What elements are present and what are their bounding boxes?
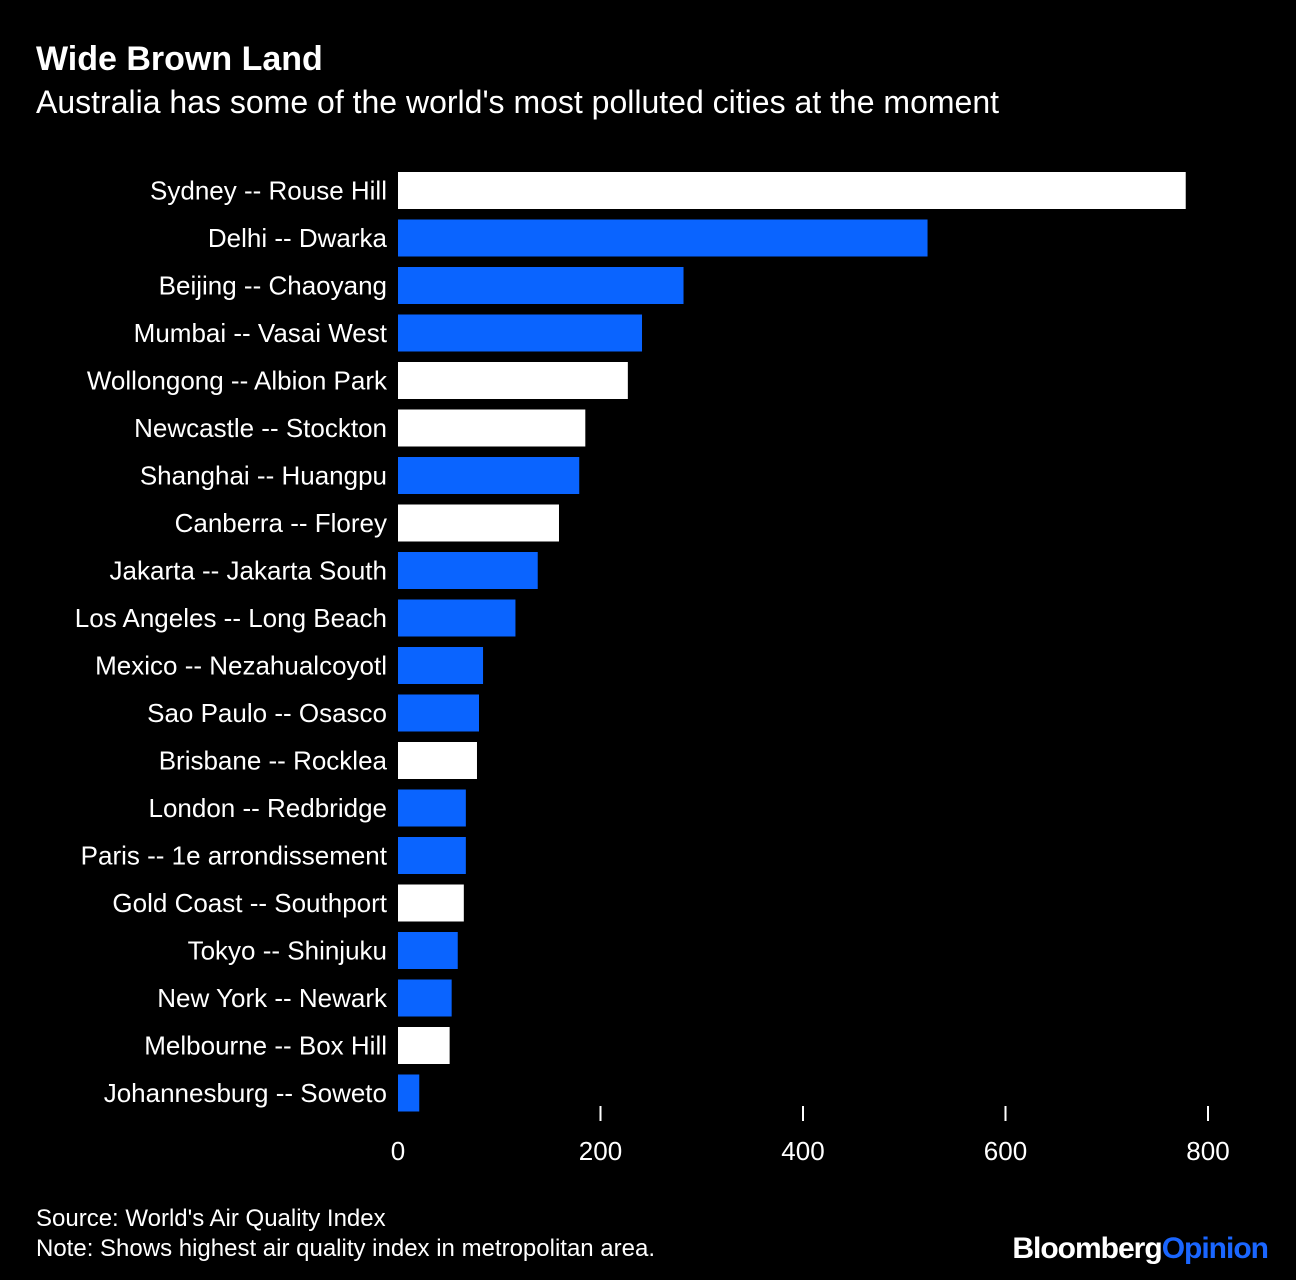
category-label-mexico-nezahualcoyotl: Mexico -- Nezahualcoyotl xyxy=(95,651,387,681)
category-label-delhi-dwarka: Delhi -- Dwarka xyxy=(208,223,388,253)
bar-sao-paulo-osasco xyxy=(398,694,479,732)
bar-delhi-dwarka xyxy=(398,219,928,257)
brand-part-opinion: Opinion xyxy=(1161,1232,1269,1265)
bar-sydney-rouse-hill xyxy=(398,172,1186,209)
category-label-london-redbridge: London -- Redbridge xyxy=(149,793,388,823)
bar-jakarta-jakarta-south xyxy=(398,552,538,589)
category-label-new-york-newark: New York -- Newark xyxy=(157,983,388,1013)
category-label-canberra-florey: Canberra -- Florey xyxy=(175,508,387,538)
chart-subtitle: Australia has some of the world's most p… xyxy=(36,84,999,120)
x-tick-label-0: 0 xyxy=(391,1136,405,1166)
source-note: Source: World's Air Quality Index xyxy=(36,1205,386,1232)
category-label-sydney-rouse-hill: Sydney -- Rouse Hill xyxy=(150,176,387,206)
category-label-wollongong-albion-park: Wollongong -- Albion Park xyxy=(87,366,388,396)
category-label-tokyo-shinjuku: Tokyo -- Shinjuku xyxy=(188,936,387,966)
x-tick-label-800: 800 xyxy=(1186,1136,1229,1166)
category-label-los-angeles-long-beach: Los Angeles -- Long Beach xyxy=(75,603,387,633)
x-tick-label-600: 600 xyxy=(984,1136,1027,1166)
bar-beijing-chaoyang xyxy=(398,267,684,304)
category-label-johannesburg-soweto: Johannesburg -- Soweto xyxy=(104,1078,387,1108)
bar-johannesburg-soweto xyxy=(398,1074,420,1112)
bar-canberra-florey xyxy=(398,504,559,542)
bar-shanghai-huangpu xyxy=(398,457,580,494)
category-label-gold-coast-southport: Gold Coast -- Southport xyxy=(112,888,387,918)
category-label-beijing-chaoyang: Beijing -- Chaoyang xyxy=(159,271,387,301)
bar-tokyo-shinjuku xyxy=(398,932,458,969)
category-label-jakarta-jakarta-south: Jakarta -- Jakarta South xyxy=(110,556,387,586)
bar-paris-1e-arrondissement xyxy=(398,837,466,874)
bar-newcastle-stockton xyxy=(398,409,586,447)
category-label-melbourne-box-hill: Melbourne -- Box Hill xyxy=(144,1031,387,1061)
chart-title: Wide Brown Land xyxy=(36,40,323,78)
bar-melbourne-box-hill xyxy=(398,1027,450,1064)
bar-gold-coast-southport xyxy=(398,884,464,922)
bar-wollongong-albion-park xyxy=(398,362,628,399)
brand-part-bloomberg: Bloomberg xyxy=(1012,1232,1162,1265)
bar-new-york-newark xyxy=(398,979,452,1017)
category-label-brisbane-rocklea: Brisbane -- Rocklea xyxy=(159,746,388,776)
category-label-sao-paulo-osasco: Sao Paulo -- Osasco xyxy=(147,698,387,728)
bar-los-angeles-long-beach xyxy=(398,599,516,637)
category-label-paris-1e-arrondissement: Paris -- 1e arrondissement xyxy=(81,841,388,871)
bar-mexico-nezahualcoyotl xyxy=(398,647,484,684)
category-label-mumbai-vasai-west: Mumbai -- Vasai West xyxy=(134,318,388,348)
x-tick-label-200: 200 xyxy=(579,1136,622,1166)
category-label-shanghai-huangpu: Shanghai -- Huangpu xyxy=(140,461,387,491)
bloomberg-opinion-logo: BloombergOpinion xyxy=(1012,1232,1269,1266)
category-label-newcastle-stockton: Newcastle -- Stockton xyxy=(134,413,387,443)
bar-london-redbridge xyxy=(398,789,466,827)
bar-brisbane-rocklea xyxy=(398,742,477,779)
methodology-note: Note: Shows highest air quality index in… xyxy=(36,1235,656,1262)
bar-mumbai-vasai-west xyxy=(398,314,643,352)
x-tick-label-400: 400 xyxy=(781,1136,824,1166)
